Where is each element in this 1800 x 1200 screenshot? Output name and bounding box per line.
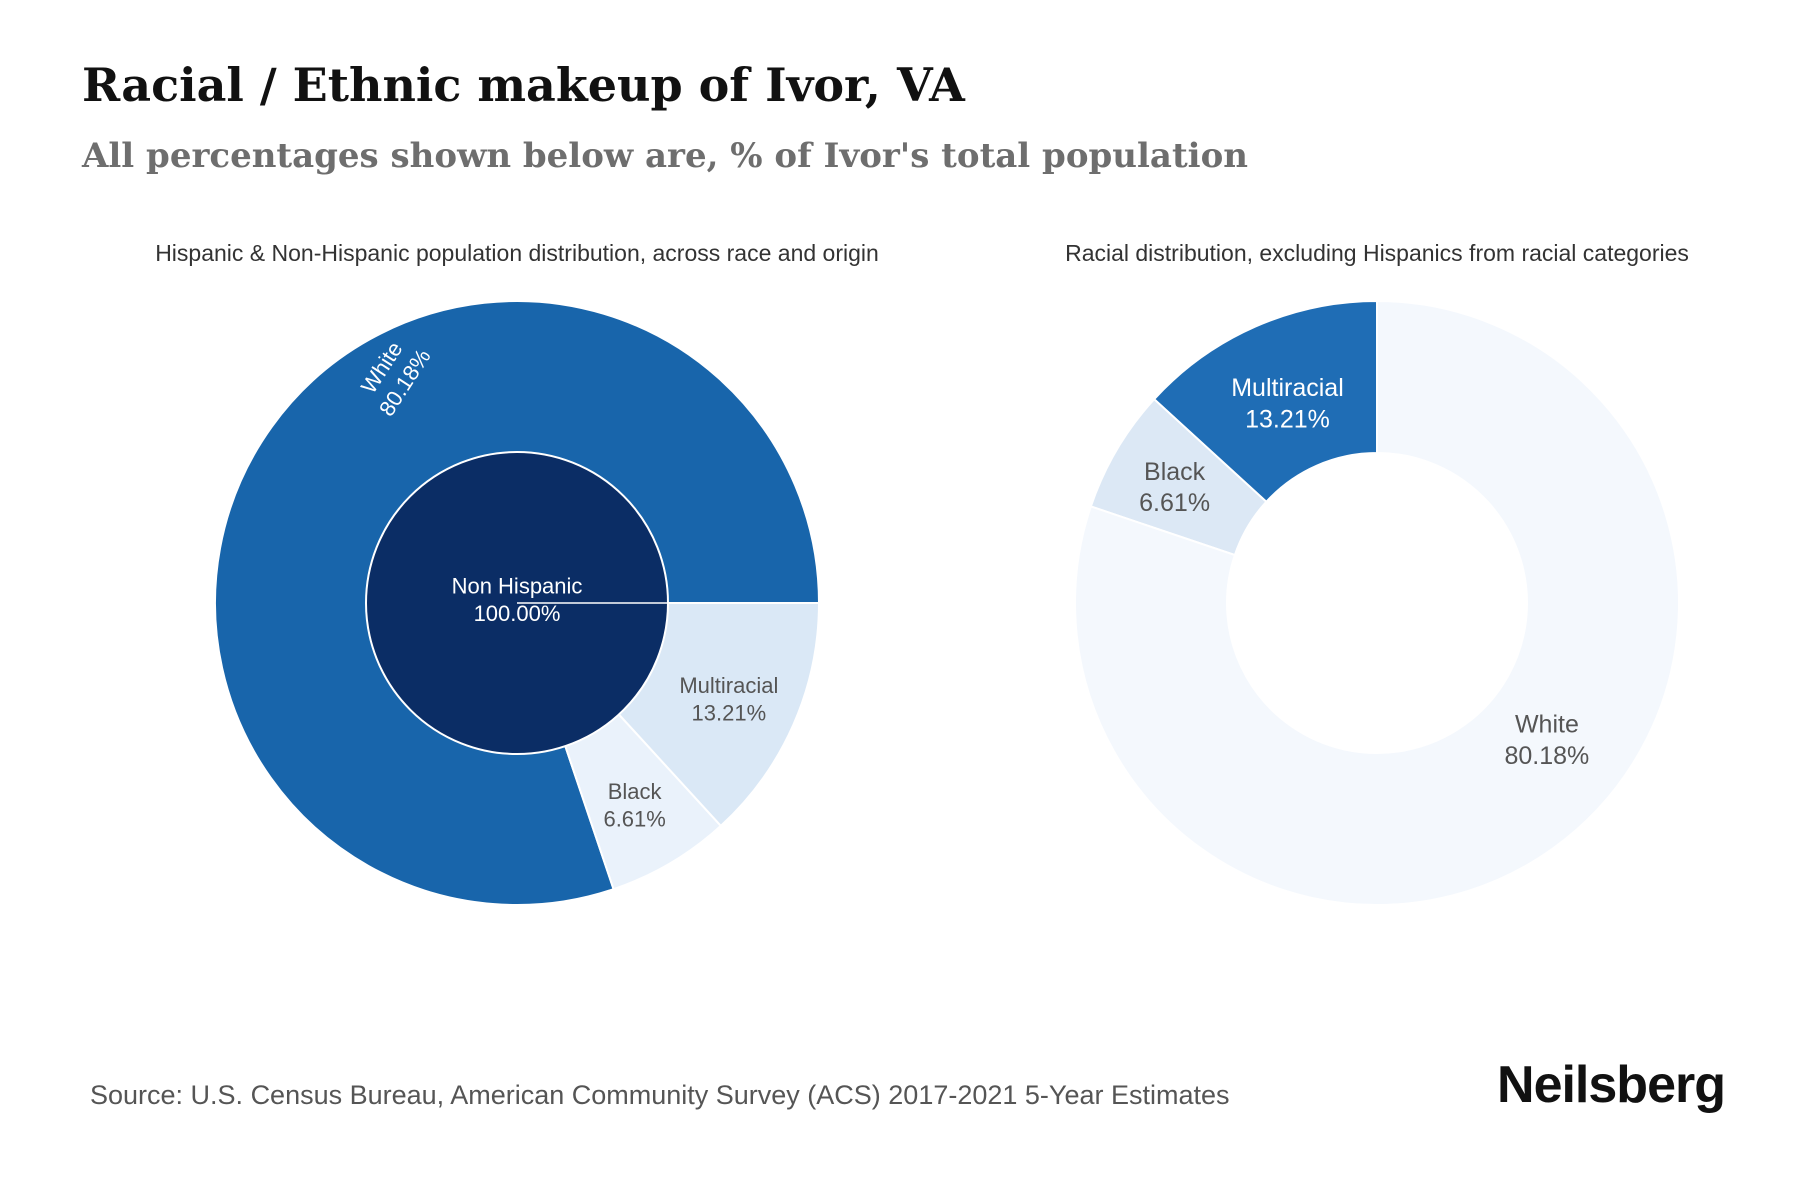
donut-slice-multiracial [1152, 299, 1378, 504]
donut-slice-black [1089, 397, 1268, 557]
page-title: Racial / Ethnic makeup of Ivor, VA [82, 58, 965, 112]
brand-logo: Neilsberg [1497, 1056, 1726, 1114]
inner-non-hispanic-value-label: 100.00% [474, 601, 561, 626]
outer-black-name-label: Black [608, 779, 663, 804]
outer-black-value-label: 6.61% [603, 807, 665, 832]
right-chart-title: Racial distribution, excluding Hispanics… [1065, 240, 1689, 266]
left-nested-donut-chart: Non Hispanic 100.00%White80.18%Black 6.61%… [214, 300, 821, 906]
source-note: Source: U.S. Census Bureau, American Com… [90, 1080, 1230, 1110]
page-subtitle: All percentages shown below are, % of Iv… [82, 136, 1248, 176]
inner-non-hispanic-label: Non Hispanic 100.00% [452, 574, 583, 627]
donut-slice-white [1074, 299, 1680, 906]
outer-black-label: Black 6.61% [603, 779, 665, 832]
donut-multiracial-name-label: Multiracial [1231, 374, 1344, 402]
outer-multiracial-name-label: Multiracial [679, 673, 778, 698]
inner-non-hispanic-name-label: Non Hispanic [452, 574, 583, 599]
donut-black-label: Black 6.61% [1139, 458, 1210, 517]
donut-white-label: White 80.18% [1504, 711, 1589, 770]
outer-multiracial-value-label: 13.21% [692, 701, 767, 726]
donut-multiracial-label: Multiracial 13.21% [1231, 374, 1344, 433]
outer-multiracial-label: Multiracial 13.21% [679, 673, 778, 726]
left-chart-title: Hispanic & Non-Hispanic population distr… [155, 240, 879, 266]
donut-multiracial-value-label: 13.21% [1245, 405, 1330, 433]
right-donut-chart: Multiracial 13.21% Black 6.61% White 80.18% [1074, 299, 1680, 906]
donut-white-value-label: 80.18% [1504, 742, 1589, 770]
donut-black-value-label: 6.61% [1139, 489, 1210, 517]
donut-white-name-label: White [1515, 711, 1579, 739]
donut-black-name-label: Black [1144, 458, 1206, 486]
